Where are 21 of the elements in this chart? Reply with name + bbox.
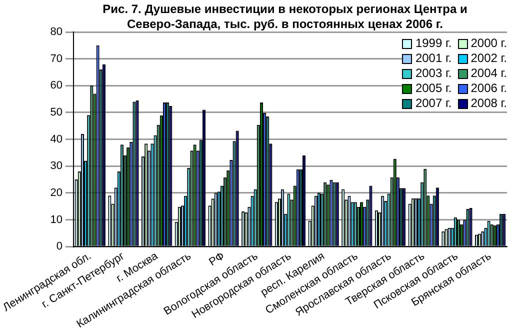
legend-label: 2003 г.: [415, 66, 452, 80]
legend-label: 2000 г.: [470, 36, 507, 50]
legend-label: 2006 г.: [470, 81, 507, 95]
legend-label: 2002 г.: [470, 51, 507, 65]
legend-label: 2005 г.: [415, 81, 452, 95]
y-tick-label: 70: [50, 52, 62, 65]
y-tick-label: 50: [50, 106, 62, 119]
legend-label: 2001 г.: [415, 51, 452, 65]
y-tick-label: 10: [50, 214, 62, 226]
x-tick-label: РФ: [207, 250, 227, 269]
y-tick-label: 60: [50, 80, 62, 92]
legend-label: 2008 г.: [470, 96, 507, 110]
legend-label: 2004 г.: [470, 66, 507, 80]
chart-title: Рис. 7. Душевые инвестиции в некоторых регионах Центра и Северо-Запада, тыс. руб. в постоянных ценах 2006 г.: [102, 2, 468, 32]
y-tick-label: 80: [50, 26, 62, 38]
legend-label: 1999 г.: [415, 36, 452, 50]
y-tick-label: 30: [50, 160, 62, 172]
y-tick-label: 40: [50, 133, 62, 146]
y-tick-label: 0: [56, 240, 62, 253]
y-tick-label: 20: [50, 186, 62, 199]
legend-label: 2007 г.: [415, 96, 452, 110]
